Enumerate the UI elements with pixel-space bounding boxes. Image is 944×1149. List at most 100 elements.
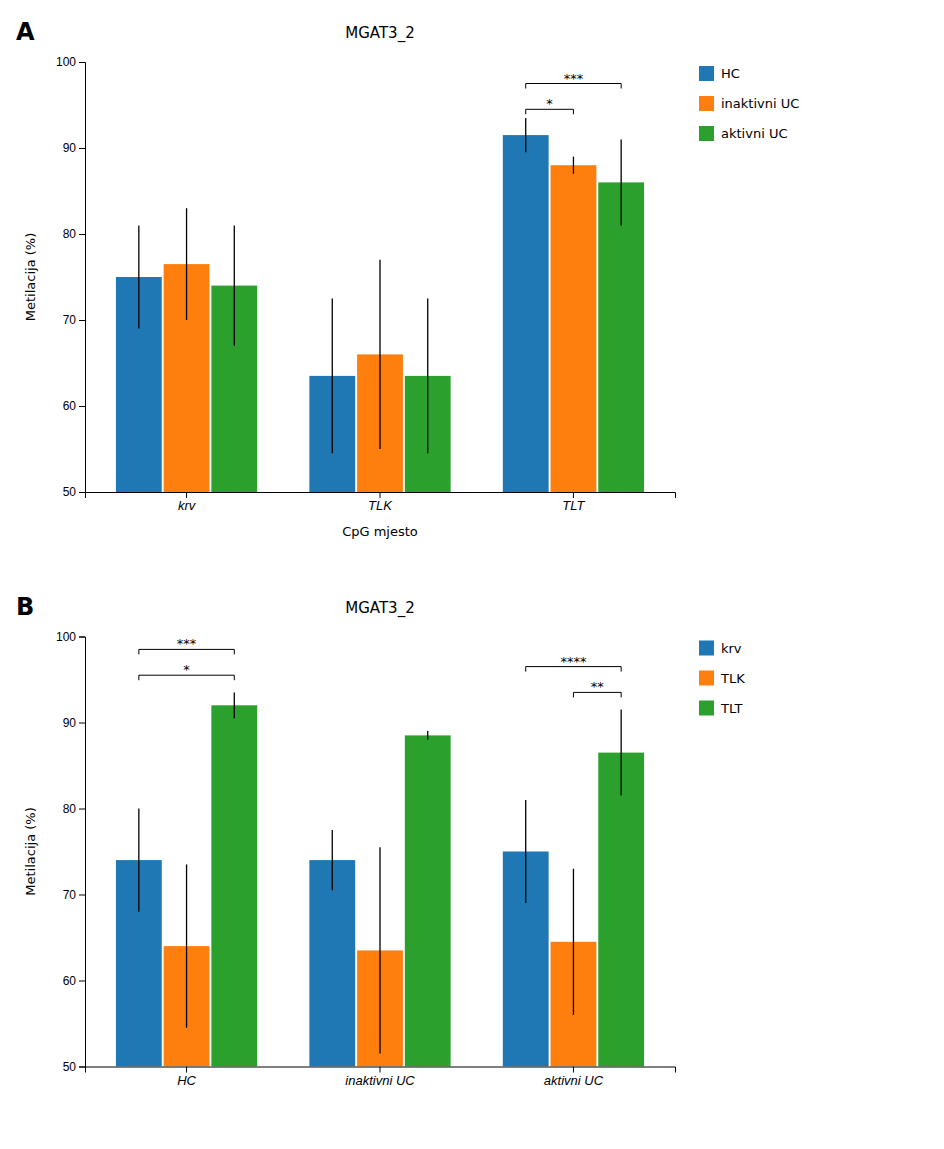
y-tick-mark: [79, 723, 85, 724]
x-tick-label: TLT: [562, 498, 585, 513]
significance-label: *: [183, 662, 190, 677]
y-tick-label: 60: [63, 974, 77, 988]
panel: 50 60 70 80 90 100 HC inaktivni UC aktivni UC Met…: [16, 593, 745, 1088]
bar: [503, 135, 549, 492]
significance-label: **: [591, 679, 605, 694]
legend-item: TLK: [699, 671, 745, 686]
annotations: **********: [139, 636, 621, 697]
axis-line: [86, 493, 676, 499]
bar-series: [211, 692, 644, 1066]
error-bar: [234, 692, 235, 718]
y-tick: 80: [63, 802, 85, 816]
legend-swatch: [699, 96, 714, 111]
chart-title: MGAT3_2: [345, 599, 414, 618]
error-bar: [138, 809, 139, 912]
significance-label: ***: [177, 636, 197, 651]
error-bar: [427, 731, 428, 740]
y-tick-mark: [79, 637, 85, 638]
significance-label: *: [546, 96, 553, 111]
significance-label: ****: [560, 654, 587, 669]
x-tick-label: inaktivni UC: [345, 1073, 415, 1088]
marks: [116, 118, 644, 492]
error-bar: [332, 299, 333, 454]
bar-series: [116, 800, 549, 1067]
y-tick-label: 90: [63, 716, 77, 730]
y-tick-label: 80: [63, 227, 77, 241]
x-tick-label: aktivni UC: [544, 1073, 604, 1088]
legend-swatch: [699, 126, 714, 141]
y-tick: 50: [63, 485, 85, 499]
bar: [405, 735, 451, 1066]
y-tick: 90: [63, 141, 85, 155]
chart-title: MGAT3_2: [345, 24, 414, 43]
legend-item: TLT: [699, 701, 742, 716]
error-bar: [379, 847, 380, 1053]
legend-label: TLT: [720, 701, 742, 716]
error-bar: [138, 225, 139, 328]
bar-series: [116, 118, 549, 492]
error-bar: [525, 118, 526, 152]
bar: [309, 860, 355, 1066]
y-tick: 80: [63, 227, 85, 241]
panel: 5060708090100krvTLKTLTMetilacija (%)CpG …: [16, 18, 799, 539]
y-tick: 100: [56, 55, 85, 69]
y-tick-mark: [79, 62, 85, 63]
error-bar: [573, 157, 574, 174]
panel-label: A: [16, 18, 35, 46]
x-tick: TLT: [562, 492, 585, 513]
legend-label: HC: [721, 66, 740, 81]
y-tick-label: 60: [63, 399, 77, 413]
error-bar: [186, 208, 187, 320]
y-axis: 50 60 70 80 90 100: [56, 630, 86, 1074]
legend-item: aktivni UC: [699, 126, 787, 141]
chart-canvas: 50 60 70 80 90 100 krv TLK TLT Metilacija (%) CpG …: [0, 0, 944, 1149]
error-bar: [621, 710, 622, 796]
y-tick-label: 80: [63, 802, 77, 816]
legend-swatch: [699, 66, 714, 81]
axis-line: [79, 637, 86, 1067]
y-tick-mark: [79, 809, 85, 810]
y-axis-title: Metilacija (%): [23, 807, 38, 895]
y-tick-mark: [79, 492, 85, 493]
x-tick-mark: [186, 492, 187, 498]
y-tick: 90: [63, 716, 85, 730]
y-tick-label: 50: [63, 485, 77, 499]
axis-line: [86, 1067, 676, 1073]
y-tick: 50: [63, 1060, 85, 1074]
bar: [551, 165, 597, 492]
legend: krv TLK TLT: [699, 641, 745, 716]
bar: [598, 753, 644, 1067]
legend-label: aktivni UC: [721, 126, 787, 141]
plot-area: 5060708090100krvTLKTLTMetilacija (%)CpG …: [23, 55, 676, 539]
y-tick-label: 50: [63, 1060, 77, 1074]
legend-item: inaktivni UC: [699, 96, 799, 111]
bar: [211, 705, 257, 1066]
x-tick: HC: [177, 1067, 196, 1088]
y-tick: 60: [63, 399, 85, 413]
y-axis: 5060708090100: [56, 55, 86, 499]
x-axis: krvTLKTLT: [86, 492, 676, 513]
error-bar: [427, 299, 428, 454]
legend-label: TLK: [720, 671, 745, 686]
y-tick-label: 100: [56, 55, 76, 69]
y-tick: 60: [63, 974, 85, 988]
y-tick: 70: [63, 888, 85, 902]
y-axis-title: Metilacija (%): [23, 233, 38, 321]
y-tick-label: 90: [63, 141, 77, 155]
y-tick-mark: [79, 320, 85, 321]
y-tick-mark: [79, 1067, 85, 1068]
x-tick-mark: [380, 1067, 381, 1073]
y-tick-label: 100: [56, 630, 76, 644]
x-axis-title: CpG mjesto: [342, 524, 418, 539]
legend-swatch: [699, 671, 714, 686]
error-bar: [234, 225, 235, 345]
legend-label: inaktivni UC: [721, 96, 799, 111]
error-bar: [379, 260, 380, 449]
x-tick-label: HC: [177, 1073, 196, 1088]
legend-label: krv: [721, 641, 742, 656]
error-bar: [573, 869, 574, 1015]
error-bar: [332, 830, 333, 890]
legend-swatch: [699, 641, 714, 656]
x-tick: krv: [178, 492, 197, 513]
bar-series: [211, 139, 644, 492]
